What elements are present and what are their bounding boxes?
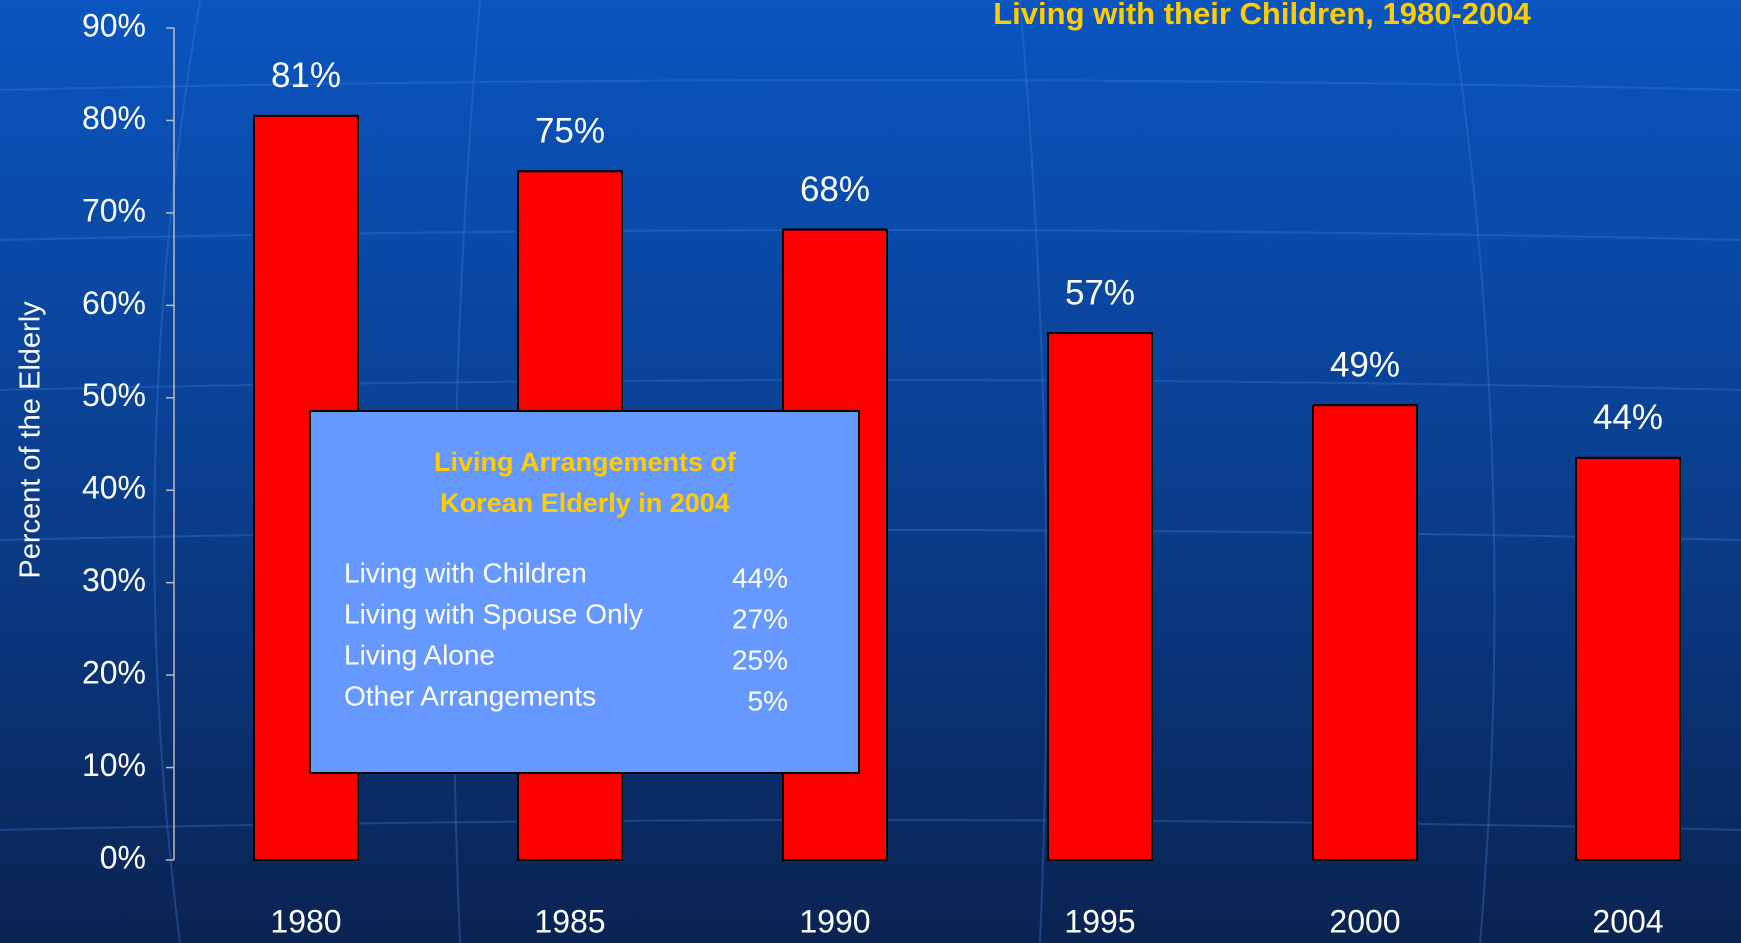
y-tick-label: 50% — [82, 377, 146, 413]
x-tick-label: 2004 — [1592, 903, 1663, 939]
y-tick-label: 60% — [82, 285, 146, 321]
inset-title: Living Arrangements of — [434, 447, 737, 477]
data-label: 75% — [535, 112, 605, 151]
y-tick-label: 90% — [82, 7, 146, 43]
inset-background — [309, 410, 860, 774]
bar — [1312, 404, 1418, 861]
bar — [1575, 456, 1681, 861]
inset-row-value: 44% — [732, 562, 788, 593]
bar — [1047, 332, 1153, 862]
inset-row-value: 25% — [732, 644, 788, 675]
inset-title: Korean Elderly in 2004 — [440, 488, 730, 518]
y-tick-label: 10% — [82, 747, 146, 783]
y-tick-label: 40% — [82, 470, 146, 506]
x-tick-label: 1985 — [534, 903, 605, 939]
x-tick-label: 1980 — [270, 903, 341, 939]
y-axis-label: Percent of the Elderly — [15, 301, 47, 579]
y-tick-label: 30% — [82, 562, 146, 598]
chart-title: Living with their Children, 1980-2004 — [993, 0, 1531, 31]
inset-row-value: 27% — [732, 603, 788, 634]
y-tick-label: 0% — [100, 839, 146, 875]
data-label: 57% — [1065, 273, 1135, 312]
y-tick-label: 20% — [82, 655, 146, 691]
data-label: 81% — [271, 56, 341, 95]
y-tick-label: 80% — [82, 100, 146, 136]
y-tick-label: 70% — [82, 192, 146, 228]
inset-box: Living Arrangements of Korean Elderly in … — [309, 410, 860, 774]
inset-row-label: Living with Children — [344, 557, 587, 588]
inset-row-label: Living with Spouse Only — [344, 598, 643, 629]
data-label: 49% — [1330, 345, 1400, 384]
data-label: 68% — [800, 170, 870, 209]
data-label: 44% — [1593, 398, 1663, 437]
x-tick-label: 2000 — [1329, 903, 1400, 939]
inset-row-label: Other Arrangements — [344, 680, 596, 711]
inset-row-label: Living Alone — [344, 639, 495, 670]
inset-row-value: 5% — [748, 685, 788, 716]
x-tick-label: 1995 — [1064, 903, 1135, 939]
x-tick-label: 1990 — [799, 903, 870, 939]
